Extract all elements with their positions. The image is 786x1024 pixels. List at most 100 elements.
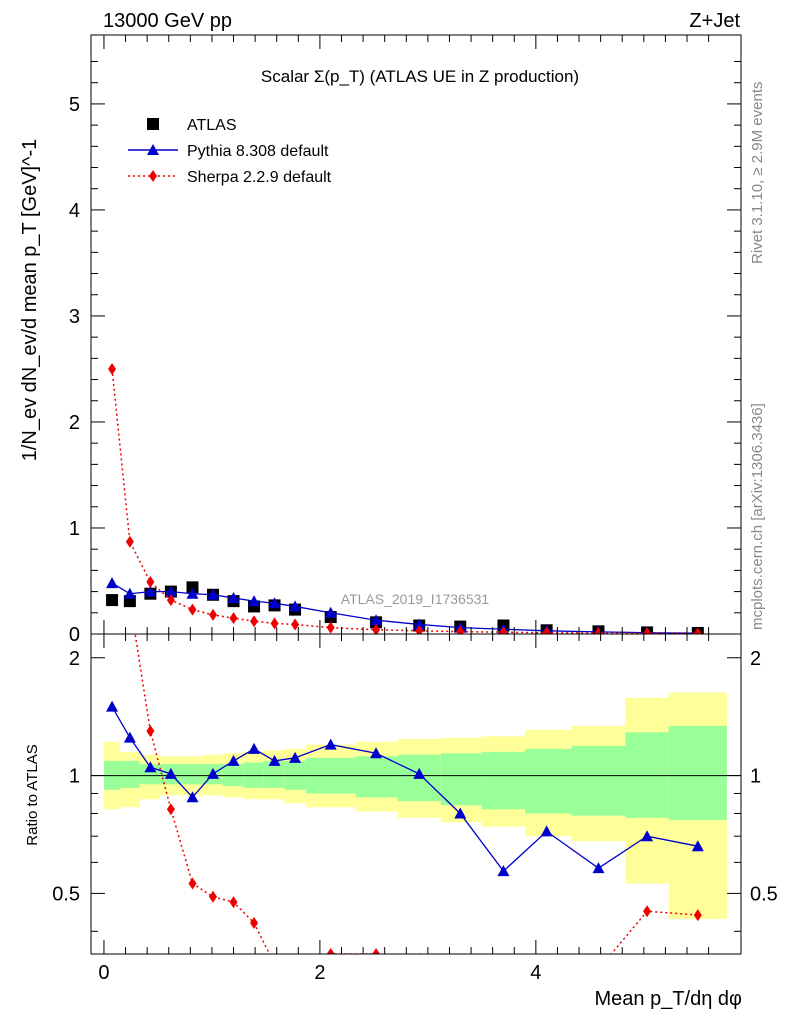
sherpa-point	[166, 594, 175, 607]
sherpa-ratio-point	[229, 896, 238, 909]
sherpa-ratio-point	[693, 909, 702, 922]
pythia-ratio-point	[164, 767, 177, 779]
sherpa-ratio-point	[271, 958, 279, 970]
legend-label: Sherpa 2.2.9 default	[187, 169, 332, 186]
stat-band	[481, 751, 526, 810]
pythia-point	[123, 587, 136, 599]
pythia-ratio-point	[324, 738, 337, 750]
atlas-point	[248, 600, 261, 613]
sherpa-point	[146, 576, 155, 589]
pythia-ratio-point	[592, 862, 605, 874]
y-tick-label: 4	[69, 200, 80, 222]
pythia-ratio-point	[370, 747, 383, 759]
x-axis-label: Mean p_T/dη dφ	[595, 988, 743, 1010]
legend-marker	[147, 144, 159, 155]
pythia-point	[248, 595, 261, 607]
pythia-ratio-point	[123, 731, 136, 743]
sherpa-ratio-point	[594, 963, 602, 975]
sherpa-ratio-point	[543, 955, 551, 967]
sherpa-point	[693, 627, 702, 634]
stat-band	[571, 746, 626, 816]
y-tick-label: 2	[69, 648, 80, 670]
y-tick-label: 1	[69, 518, 80, 540]
sherpa-point	[250, 615, 259, 628]
sherpa-ratio-point	[456, 963, 464, 975]
chart-title: Scalar Σ(p_T) (ATLAS UE in Z production)	[261, 67, 579, 86]
stat-band	[625, 732, 669, 818]
y-tick-label: 3	[69, 306, 80, 328]
sherpa-point	[326, 621, 335, 634]
pythia-point	[324, 606, 337, 618]
x-tick-label: 2	[314, 962, 325, 984]
legend-marker	[147, 118, 159, 130]
pythia-ratio-point	[186, 791, 199, 803]
pythia-ratio-point	[268, 754, 281, 766]
sherpa-point	[456, 625, 465, 634]
stat-band	[263, 760, 285, 788]
sherpa-point	[229, 612, 238, 625]
pythia-point	[106, 577, 119, 589]
sherpa-ratio-point	[250, 917, 259, 930]
plot-frame	[90, 633, 742, 955]
ratio-panel: 0 2 40.5 0.51 12 2 Ratio to ATLAS Mean p_T/dη…	[24, 420, 778, 1010]
stat-band	[668, 725, 727, 820]
stat-band	[355, 756, 398, 798]
pythia-point	[144, 585, 157, 597]
pythia-ratio-point	[207, 767, 220, 779]
y-axis-label-top: 1/N_ev dN_ev/d mean p_T [GeV]^-1	[19, 139, 41, 462]
sherpa-ratio-point	[418, 952, 420, 954]
sherpa-ratio-point	[146, 724, 155, 737]
pythia-point	[186, 587, 199, 599]
pythia-ratio-point	[144, 761, 157, 773]
atlas-point	[186, 581, 199, 594]
pythia-ratio-point	[454, 807, 467, 819]
sherpa-ratio-point	[188, 877, 197, 890]
y-tick-label: 0	[69, 624, 80, 646]
stat-band	[181, 764, 203, 785]
sherpa-ratio-point	[326, 948, 335, 954]
sherpa-ratio-point	[108, 420, 116, 432]
sherpa-point	[415, 624, 424, 634]
pythia-ratio-point	[413, 767, 426, 779]
sherpa-point	[108, 362, 117, 375]
sherpa-point	[125, 535, 134, 548]
pythia-ratio-point	[691, 840, 704, 852]
atlas-point	[123, 595, 136, 608]
y-tick-label-right: 0.5	[750, 883, 778, 905]
y-tick-label: 0.5	[52, 883, 80, 905]
sherpa-point	[643, 627, 652, 634]
sherpa-point	[209, 608, 218, 621]
stat-band	[120, 760, 140, 788]
sherpa-ratio-line	[134, 634, 698, 954]
pythia-ratio-point	[106, 700, 119, 712]
y-axis-label-bottom: Ratio to ATLAS	[24, 744, 41, 845]
y-tick-label: 1	[69, 766, 80, 788]
stat-band	[440, 753, 482, 806]
sherpa-ratio-point	[643, 905, 652, 918]
mcplots-label: mcplots.cern.ch [arXiv:1306.3436]	[749, 403, 766, 630]
pythia-point	[413, 618, 426, 630]
pythia-point	[227, 591, 240, 603]
pythia-ratio-point	[248, 742, 261, 754]
x-tick-label: 4	[530, 962, 541, 984]
sherpa-ratio-point	[291, 963, 299, 975]
pythia-point	[289, 600, 302, 612]
sherpa-ratio-point	[166, 803, 175, 816]
sherpa-ratio-point	[499, 974, 507, 986]
pythia-ratio-point	[497, 865, 510, 877]
pythia-point	[207, 588, 220, 600]
y-tick-label-right: 2	[750, 648, 761, 670]
legend-marker	[149, 170, 157, 182]
sherpa-point	[372, 623, 381, 634]
sherpa-point	[542, 626, 551, 634]
legend-label: ATLAS	[187, 117, 237, 134]
y-tick-label-right: 1	[750, 766, 761, 788]
sherpa-ratio-point	[372, 948, 381, 954]
pythia-ratio-point	[540, 825, 553, 837]
legend: ATLAS Pythia 8.308 default Sherpa 2.2.9 de…	[128, 117, 332, 186]
sherpa-point	[291, 618, 300, 631]
sherpa-point	[499, 626, 508, 634]
pythia-point	[268, 597, 281, 609]
header-right: Z+Jet	[689, 10, 740, 32]
